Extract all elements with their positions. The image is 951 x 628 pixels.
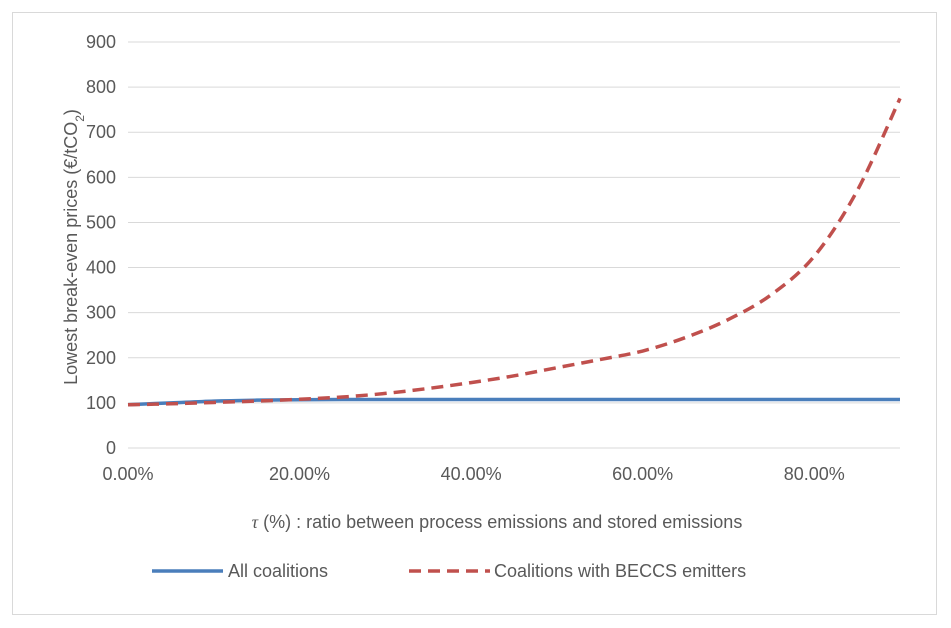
y-tick-label: 700 bbox=[86, 122, 116, 142]
legend: All coalitions Coalitions with BECCS emi… bbox=[152, 561, 746, 581]
x-tick-label: 0.00% bbox=[102, 464, 153, 484]
y-tick-label: 100 bbox=[86, 393, 116, 413]
y-axis-title-main: Lowest break-even prices (€/tCO bbox=[61, 122, 81, 385]
series-line-coalitions-with-beccs bbox=[127, 97, 902, 407]
x-axis-title-symbol: τ bbox=[252, 512, 259, 532]
chart-area bbox=[12, 12, 937, 615]
x-axis-title-text: (%) : ratio between process emissions an… bbox=[258, 512, 742, 532]
series-line-all-coalitions bbox=[127, 397, 900, 407]
y-tick-label: 500 bbox=[86, 212, 116, 232]
y-axis-title-subscript: 2 bbox=[73, 115, 87, 122]
legend-label-all-coalitions: All coalitions bbox=[228, 561, 328, 581]
x-tick-label: 40.00% bbox=[441, 464, 502, 484]
x-tick-label: 60.00% bbox=[612, 464, 673, 484]
gridlines bbox=[128, 41, 900, 404]
legend-label-coalitions-with-beccs: Coalitions with BECCS emitters bbox=[494, 561, 746, 581]
y-axis-tick-labels: 0 100 200 300 400 500 600 700 800 900 bbox=[86, 32, 116, 458]
y-tick-label: 600 bbox=[86, 167, 116, 187]
y-axis-title-close: ) bbox=[61, 109, 81, 115]
x-tick-label: 20.00% bbox=[269, 464, 330, 484]
series-lines bbox=[127, 97, 902, 407]
y-tick-label: 400 bbox=[86, 258, 116, 278]
y-tick-label: 900 bbox=[86, 32, 116, 52]
y-tick-label: 300 bbox=[86, 303, 116, 323]
y-tick-label: 0 bbox=[106, 438, 116, 458]
y-tick-label: 200 bbox=[86, 348, 116, 368]
y-axis-title: Lowest break-even prices (€/tCO2) bbox=[61, 109, 87, 385]
x-axis-tick-labels: 0.00% 20.00% 40.00% 60.00% 80.00% bbox=[102, 464, 844, 484]
x-axis-title: τ (%) : ratio between process emissions … bbox=[252, 512, 743, 532]
x-tick-label: 80.00% bbox=[784, 464, 845, 484]
y-tick-label: 800 bbox=[86, 77, 116, 97]
